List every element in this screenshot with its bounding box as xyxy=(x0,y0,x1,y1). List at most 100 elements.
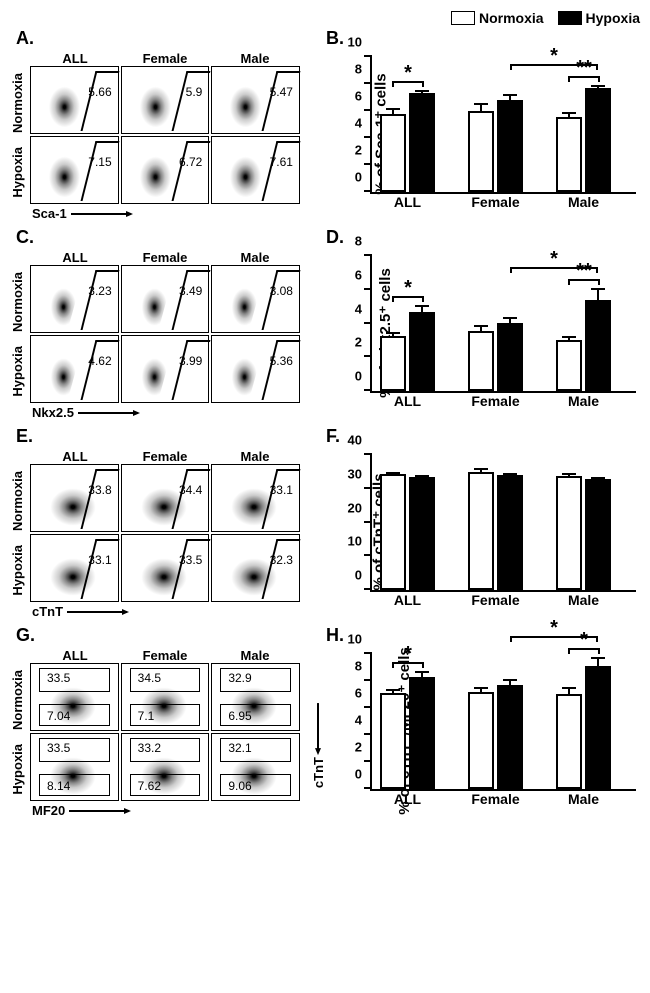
ytick xyxy=(364,588,372,590)
errorbar-cap xyxy=(562,112,576,114)
bar-group: Female xyxy=(468,323,523,392)
density-contour xyxy=(222,274,267,329)
errorbar xyxy=(597,658,599,668)
facs-xlabel: MF20 xyxy=(32,803,310,818)
gate-value: 33.1 xyxy=(88,553,111,567)
bar-normoxia xyxy=(556,476,582,590)
legend-normoxia-swatch xyxy=(451,11,475,25)
errorbar-cap xyxy=(562,687,576,689)
errorbar xyxy=(509,318,511,325)
facs-cell: 3.08 xyxy=(211,265,300,333)
gate-value: 7.61 xyxy=(270,155,293,169)
facs-cell: 33.58.14 xyxy=(30,733,119,801)
bar-group: ALL xyxy=(380,474,435,590)
ytick xyxy=(364,679,372,681)
ytick-label: 0 xyxy=(355,369,362,384)
axis-arrow-icon xyxy=(67,611,127,613)
gate-line xyxy=(81,270,97,330)
gate-value-lower: 7.04 xyxy=(47,709,70,723)
facs-cell: 5.66 xyxy=(30,66,119,134)
ytick-label: 0 xyxy=(355,170,362,185)
facs-cell: 7.15 xyxy=(30,136,119,204)
facs-cell: 3.99 xyxy=(121,335,210,403)
bar-hypoxia xyxy=(585,300,611,391)
gate-value: 33.5 xyxy=(179,553,202,567)
panelC: C. ALLFemaleMale Normoxia Hypoxia 3.233.… xyxy=(10,227,310,420)
density-contour xyxy=(132,274,177,329)
facs-column-header: Male xyxy=(210,648,300,663)
panelB: B. % of Sca-1⁺ cells 0 2 4 6 8 10 xyxy=(320,28,640,216)
facs-cell: 33.27.62 xyxy=(121,733,210,801)
errorbar-cap xyxy=(474,103,488,105)
bar-hypoxia xyxy=(497,100,523,192)
figure-row: C. ALLFemaleMale Normoxia Hypoxia 3.233.… xyxy=(10,227,640,420)
errorbar xyxy=(509,680,511,687)
ytick-label: 8 xyxy=(355,659,362,674)
sig-label-between: * xyxy=(550,253,558,265)
panel-label: B. xyxy=(326,28,640,49)
gate-value: 33.1 xyxy=(270,483,293,497)
bar-group: Female xyxy=(468,472,523,590)
bar-normoxia xyxy=(468,111,494,192)
facs-column-header: Female xyxy=(120,648,210,663)
facs-cell: 33.1 xyxy=(211,464,300,532)
gate-value-upper: 32.9 xyxy=(228,671,251,685)
facs-headers: ALLFemaleMale xyxy=(30,51,300,66)
panelG: G. ALLFemaleMale Normoxia Hypoxia 33.57.… xyxy=(10,625,310,818)
bar-hypoxia xyxy=(409,677,435,789)
ytick xyxy=(364,322,372,324)
figure-row: G. ALLFemaleMale Normoxia Hypoxia 33.57.… xyxy=(10,625,640,818)
gate-value: 5.66 xyxy=(88,85,111,99)
errorbar-cap xyxy=(591,657,605,659)
xgroup-label: ALL xyxy=(394,791,421,807)
errorbar-cap xyxy=(386,332,400,334)
facs-column-header: ALL xyxy=(30,51,120,66)
errorbar-cap xyxy=(591,477,605,479)
facs-grid: 3.233.493.084.623.995.36 xyxy=(30,265,300,403)
facs-row-labels: Normoxia Hypoxia xyxy=(10,265,30,403)
bar-hypoxia xyxy=(585,666,611,789)
axis-arrow-icon xyxy=(69,810,129,812)
errorbar-cap xyxy=(503,317,517,319)
chart-area: 0 2 4 6 8 10 * ALL xyxy=(370,57,636,194)
facs-cell: 34.57.1 xyxy=(121,663,210,731)
chart-area: 0 2 4 6 8 10 * ALL xyxy=(370,654,636,791)
bar-chart: % of Nkx2.5⁺ cells 0 2 4 6 8 xyxy=(326,250,640,415)
legend-hypoxia-swatch xyxy=(558,11,582,25)
sig-label: * xyxy=(404,648,412,660)
bar-hypoxia xyxy=(497,323,523,392)
facs-column-header: Male xyxy=(210,250,300,265)
facs-grid: 33.834.433.133.133.532.3 xyxy=(30,464,300,602)
ytick-label: 10 xyxy=(348,632,362,647)
xgroup-label: ALL xyxy=(394,393,421,409)
bar-group: * Male xyxy=(556,666,611,789)
legend-hypoxia: Hypoxia xyxy=(558,10,640,26)
bar-chart: % of cTnT⁻/MF20⁺ cells 0 2 4 6 8 10 xyxy=(326,648,640,813)
gate-value-lower: 7.1 xyxy=(138,709,155,723)
errorbar-cap xyxy=(474,687,488,689)
bar-normoxia xyxy=(468,472,494,590)
facs-cell: 32.3 xyxy=(211,534,300,602)
gate-value: 32.3 xyxy=(270,553,293,567)
row-label-normoxia: Normoxia xyxy=(10,670,30,730)
ytick xyxy=(364,109,372,111)
ytick xyxy=(364,733,372,735)
gate-value-upper: 33.5 xyxy=(47,741,70,755)
ytick-label: 30 xyxy=(348,466,362,481)
facs-row-labels: Normoxia Hypoxia xyxy=(10,663,30,801)
bar-normoxia xyxy=(468,331,494,391)
ytick xyxy=(364,760,372,762)
density-contour xyxy=(222,344,267,399)
gate-line xyxy=(171,340,187,400)
bar-hypoxia xyxy=(497,475,523,590)
facs-cell: 32.96.95 xyxy=(211,663,300,731)
bar-hypoxia xyxy=(497,685,523,789)
ytick xyxy=(364,389,372,391)
facs-headers: ALLFemaleMale xyxy=(30,648,300,663)
bar-group: * ALL xyxy=(380,93,435,192)
ytick-label: 40 xyxy=(348,433,362,448)
errorbar-cap xyxy=(591,288,605,290)
bar-normoxia xyxy=(380,693,406,789)
errorbar-cap xyxy=(474,468,488,470)
row-label-normoxia: Normoxia xyxy=(10,73,30,133)
